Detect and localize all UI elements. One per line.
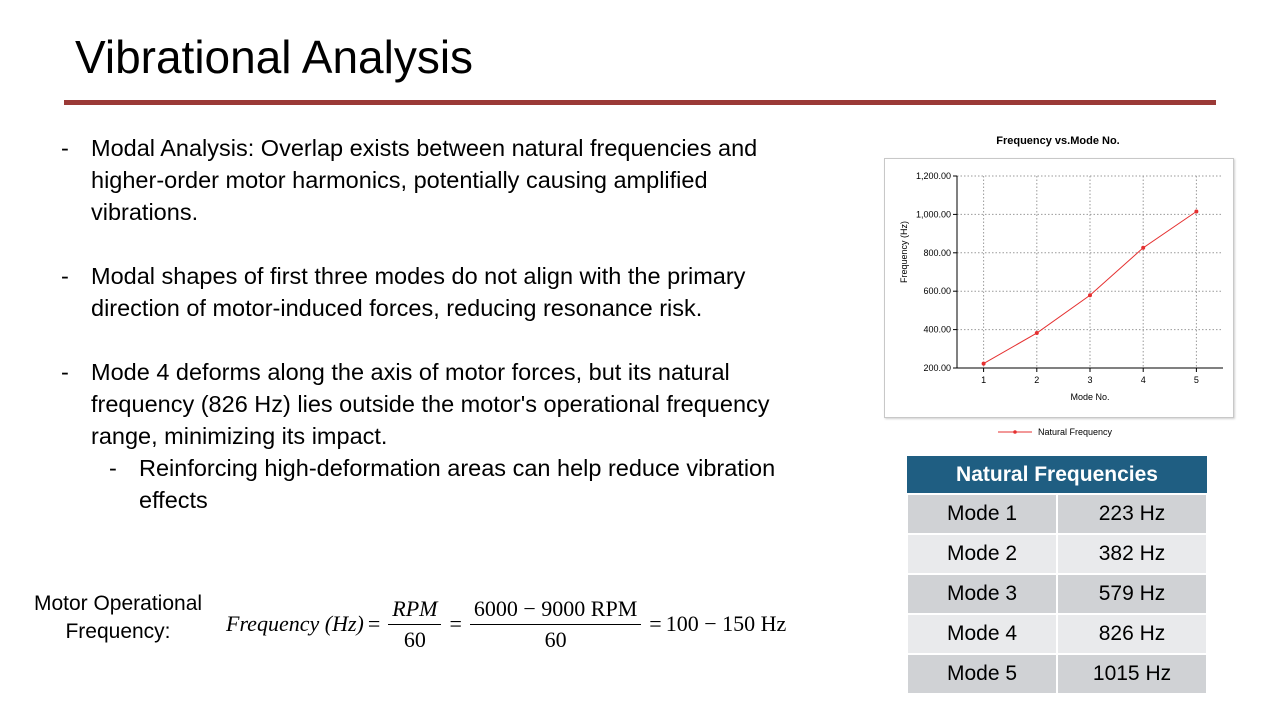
bullet-text: Modal Analysis: Overlap exists between n… bbox=[91, 135, 758, 225]
bullet-text: Mode 4 deforms along the axis of motor f… bbox=[91, 359, 770, 449]
table-row: Mode 2 382 Hz bbox=[906, 533, 1208, 575]
bullet-item: - Modal Analysis: Overlap exists between… bbox=[60, 132, 820, 228]
formula-label: Motor Operational Frequency: bbox=[33, 592, 203, 643]
fraction-range: 6000 − 9000 RPM 60 bbox=[469, 596, 642, 653]
mode-cell: Mode 4 bbox=[906, 613, 1058, 655]
fraction-numerator: 6000 − 9000 RPM bbox=[469, 596, 642, 625]
table-row: Mode 5 1015 Hz bbox=[906, 653, 1208, 695]
y-tick-label: 200.00 bbox=[923, 363, 951, 373]
equals-sign: = bbox=[367, 611, 381, 636]
y-tick-label: 1,200.00 bbox=[916, 171, 951, 181]
y-axis-label: Frequency (Hz) bbox=[899, 221, 909, 283]
mode-cell: Mode 3 bbox=[906, 573, 1058, 615]
y-tick-label: 800.00 bbox=[923, 248, 951, 258]
data-point bbox=[1088, 293, 1092, 298]
table-row: Mode 3 579 Hz bbox=[906, 573, 1208, 615]
natural-frequencies-table: Natural Frequencies Mode 1 223 Hz Mode 2… bbox=[906, 456, 1208, 695]
frequency-chart: 200.00 400.00 600.00 800.00 1,000.00 1,200.00… bbox=[884, 158, 1234, 418]
frequency-cell: 382 Hz bbox=[1056, 533, 1208, 575]
frequency-formula: Frequency (Hz) = RPM 60 = 6000 − 9000 RP… bbox=[226, 590, 786, 658]
table-header: Natural Frequencies bbox=[907, 456, 1207, 494]
frequency-cell: 579 Hz bbox=[1056, 573, 1208, 615]
legend-line-icon bbox=[998, 430, 1032, 434]
x-tick-label: 5 bbox=[1194, 375, 1199, 385]
frequency-cell: 826 Hz bbox=[1056, 613, 1208, 655]
bullet-item: - Modal shapes of first three modes do n… bbox=[60, 260, 820, 324]
x-axis-label: Mode No. bbox=[1070, 392, 1109, 402]
y-tick-label: 600.00 bbox=[923, 286, 951, 296]
bullet-dash: - bbox=[109, 455, 117, 481]
slide-title: Vibrational Analysis bbox=[75, 31, 474, 83]
title-divider bbox=[64, 100, 1216, 105]
data-point bbox=[1034, 331, 1039, 336]
bullet-dash: - bbox=[61, 135, 69, 161]
x-tick-label: 1 bbox=[981, 375, 986, 385]
fraction-rpm: RPM 60 bbox=[388, 596, 442, 653]
bullet-list: - Modal Analysis: Overlap exists between… bbox=[60, 132, 820, 516]
table-row: Mode 4 826 Hz bbox=[906, 613, 1208, 655]
mode-cell: Mode 1 bbox=[906, 493, 1058, 535]
bullet-item: - Mode 4 deforms along the axis of motor… bbox=[60, 356, 820, 452]
data-point bbox=[981, 361, 986, 366]
x-tick-label: 4 bbox=[1141, 375, 1146, 385]
chart-canvas: 200.00 400.00 600.00 800.00 1,000.00 1,200.00… bbox=[899, 171, 1223, 402]
equals-sign: = bbox=[449, 611, 462, 636]
formula-result: 100 − 150 Hz bbox=[665, 611, 787, 636]
frequency-cell: 223 Hz bbox=[1056, 493, 1208, 535]
fraction-numerator: RPM bbox=[388, 596, 442, 625]
bullet-dash: - bbox=[61, 263, 69, 289]
chart-legend: Natural Frequency bbox=[998, 427, 1112, 437]
fraction-denominator: 60 bbox=[544, 626, 567, 652]
sub-bullet-item: - Reinforcing high-deformation areas can… bbox=[108, 452, 820, 516]
frequency-cell: 1015 Hz bbox=[1056, 653, 1208, 695]
y-tick-label: 400.00 bbox=[923, 325, 951, 335]
mode-cell: Mode 5 bbox=[906, 653, 1058, 695]
data-point bbox=[1194, 209, 1199, 214]
formula-lhs: Frequency (Hz) bbox=[226, 611, 364, 636]
y-tick-label: 1,000.00 bbox=[916, 209, 951, 219]
fraction-denominator: 60 bbox=[403, 626, 426, 652]
chart-title: Frequency vs.Mode No. bbox=[996, 135, 1120, 147]
x-tick-label: 2 bbox=[1034, 375, 1039, 385]
legend-label: Natural Frequency bbox=[1038, 427, 1113, 437]
equals-sign: = bbox=[649, 611, 662, 636]
bullet-text: Reinforcing high-deformation areas can h… bbox=[139, 455, 776, 513]
data-point bbox=[1141, 245, 1146, 250]
bullet-text: Modal shapes of first three modes do not… bbox=[91, 263, 746, 321]
table-row: Mode 1 223 Hz bbox=[906, 493, 1208, 535]
x-tick-label: 3 bbox=[1087, 375, 1092, 385]
bullet-dash: - bbox=[61, 359, 69, 385]
mode-cell: Mode 2 bbox=[906, 533, 1058, 575]
